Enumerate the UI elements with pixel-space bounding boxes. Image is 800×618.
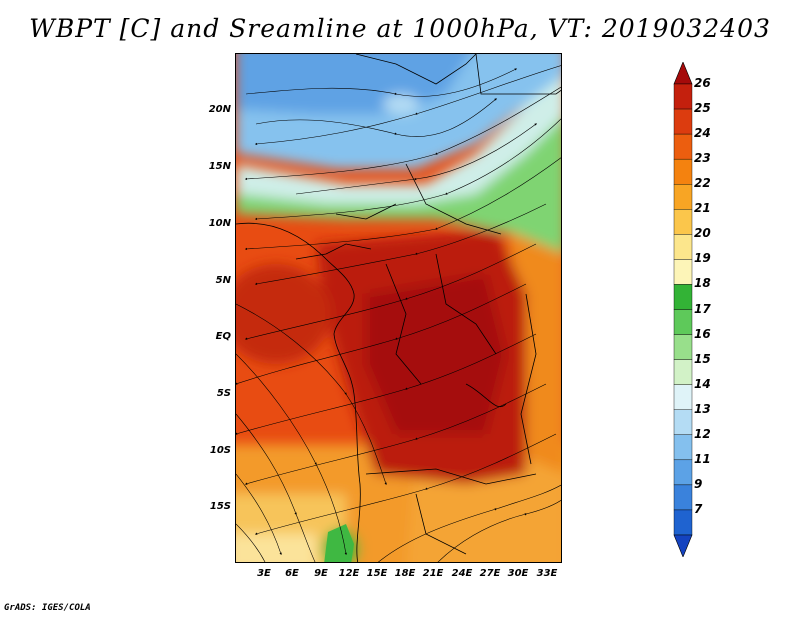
colorbar-box — [673, 133, 693, 160]
lon-tick-18e: 18E — [394, 568, 416, 579]
colorbar-box — [673, 434, 693, 461]
colorbar-box — [673, 509, 693, 536]
colorbar-label: 24 — [694, 126, 711, 141]
colorbar-box — [673, 384, 693, 410]
lon-tick-33e: 33E — [536, 568, 558, 579]
colorbar-box — [673, 108, 693, 135]
colorbar-box — [673, 334, 693, 360]
colorbar-box — [673, 209, 693, 235]
colorbar-box — [673, 184, 693, 210]
lat-tick-10s: 10S — [209, 445, 231, 456]
colorbar-bottom-arrow — [673, 534, 693, 557]
lon-tick-24e: 24E — [451, 568, 473, 579]
lon-tick-6e: 6E — [285, 568, 299, 579]
colorbar-box — [673, 309, 693, 335]
colorbar-box — [673, 83, 693, 110]
colorbar-label: 11 — [694, 451, 711, 466]
colorbar-box — [673, 459, 693, 486]
colorbar-label: 7 — [694, 501, 703, 516]
lon-tick-3e: 3E — [257, 568, 271, 579]
colorbar-box — [673, 284, 693, 310]
lon-tick-21e: 21E — [422, 568, 444, 579]
colorbar-label: 9 — [694, 476, 703, 491]
lon-tick-30e: 30E — [507, 568, 529, 579]
colorbar-box — [673, 234, 693, 260]
colorbar-label: 16 — [694, 326, 711, 341]
colorbar-label: 21 — [694, 201, 711, 216]
lat-tick-20n: 20N — [208, 104, 231, 115]
lat-tick-eq: EQ — [215, 331, 231, 342]
colorbar-label: 18 — [694, 276, 711, 291]
lon-tick-9e: 9E — [314, 568, 328, 579]
wbpt-map — [235, 53, 562, 563]
lat-tick-10n: 10N — [208, 218, 231, 229]
colorbar-box — [673, 484, 693, 511]
colorbar-box — [673, 359, 693, 385]
colorbar-label: 23 — [694, 151, 711, 166]
lat-tick-5n: 5N — [215, 275, 231, 286]
colorbar-label: 19 — [694, 251, 711, 266]
lon-tick-15e: 15E — [366, 568, 388, 579]
lat-tick-15n: 15N — [208, 161, 231, 172]
wbpt-field — [236, 54, 561, 562]
colorbar-box — [673, 409, 693, 435]
colorbar-label: 13 — [694, 401, 711, 416]
colorbar-box — [673, 158, 693, 185]
lat-tick-15s: 15S — [209, 501, 231, 512]
colorbar-label: 25 — [694, 101, 711, 116]
colorbar — [673, 62, 693, 557]
colorbar-label: 14 — [694, 376, 711, 391]
colorbar-label: 15 — [694, 351, 711, 366]
colorbar-label: 20 — [694, 226, 711, 241]
chart-title: WBPT [C] and Sreamline at 1000hPa, VT: 2… — [29, 14, 771, 43]
grads-credit: GrADS: IGES/COLA — [4, 603, 91, 613]
lat-tick-5s: 5S — [216, 388, 231, 399]
lon-tick-27e: 27E — [479, 568, 501, 579]
colorbar-label: 26 — [694, 76, 711, 90]
colorbar-label: 12 — [694, 426, 711, 441]
colorbar-top-arrow — [673, 62, 693, 85]
colorbar-box — [673, 259, 693, 285]
lon-tick-12e: 12E — [338, 568, 360, 579]
colorbar-label: 17 — [694, 301, 711, 316]
colorbar-label: 22 — [694, 176, 711, 191]
